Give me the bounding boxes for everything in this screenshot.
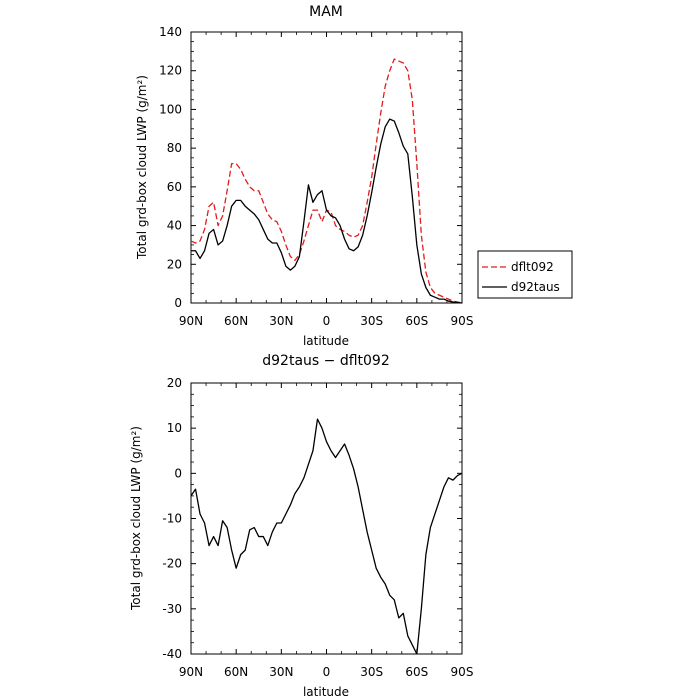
x-tick-label-top: 30N xyxy=(269,314,293,328)
x-axis-title-top: latitude xyxy=(303,334,349,348)
y-tick-label-bottom: -40 xyxy=(162,647,182,661)
x-tick-label-bottom: 90N xyxy=(179,665,203,679)
y-tick-label-top: 0 xyxy=(174,296,182,310)
x-tick-label-top: 60S xyxy=(405,314,428,328)
y-tick-label-top: 60 xyxy=(167,180,182,194)
series-group-top xyxy=(190,58,463,304)
x-tick-label-top: 90S xyxy=(451,314,474,328)
y-tick-label-bottom: -10 xyxy=(162,512,182,526)
x-tick-label-bottom: 0 xyxy=(323,665,331,679)
series-line-dflt092 xyxy=(190,58,463,304)
y-tick-label-top: 20 xyxy=(167,257,182,271)
y-tick-label-bottom: -30 xyxy=(162,602,182,616)
y-axis-title-bottom: Total grd-box cloud LWP (g/m²) xyxy=(129,426,143,611)
x-tick-label-bottom: 60N xyxy=(224,665,248,679)
x-tick-label-top: 0 xyxy=(323,314,331,328)
y-tick-label-top: 100 xyxy=(159,102,182,116)
x-tick-label-top: 90N xyxy=(179,314,203,328)
y-tick-label-top: 80 xyxy=(167,141,182,155)
x-axis-title-bottom: latitude xyxy=(303,685,349,699)
legend: dflt092 d92taus xyxy=(477,250,573,299)
y-tick-label-top: 140 xyxy=(159,25,182,39)
series-line-difference xyxy=(190,418,463,655)
y-axis-title-top: Total grd-box cloud LWP (g/m²) xyxy=(135,75,149,260)
x-tick-label-top: 30S xyxy=(360,314,383,328)
chart-panel-bottom: d92taus − dflt092 -40 -30 -20 -10 0 10 20 90N 60… xyxy=(129,353,473,699)
y-tick-label-bottom: 20 xyxy=(167,376,182,390)
y-tick-label-bottom: 10 xyxy=(167,421,182,435)
x-tick-label-top: 60N xyxy=(224,314,248,328)
legend-label-d92taus: d92taus xyxy=(511,280,560,294)
legend-box xyxy=(477,250,573,299)
y-tick-label-top: 40 xyxy=(167,219,182,233)
x-tick-label-bottom: 90S xyxy=(451,665,474,679)
series-line-d92taus xyxy=(191,118,463,304)
x-tick-label-bottom: 30N xyxy=(269,665,293,679)
y-tick-label-top: 120 xyxy=(159,64,182,78)
chart-panel-top: MAM 0 20 40 60 80 100 120 140 90N 60N 30N 0 30S 60S 90… xyxy=(135,4,473,348)
x-tick-label-bottom: 60S xyxy=(405,665,428,679)
series-group-bottom xyxy=(190,418,463,655)
chart-title-top: MAM xyxy=(309,4,343,20)
legend-label-dflt092: dflt092 xyxy=(511,260,554,274)
y-tick-label-bottom: -20 xyxy=(162,557,182,571)
y-tick-label-bottom: 0 xyxy=(174,466,182,480)
axis-ticks-bottom: -40 -30 -20 -10 0 10 20 90N 60N 30N 0 30S 60S 90S xyxy=(162,376,473,679)
x-tick-label-bottom: 30S xyxy=(360,665,383,679)
axis-ticks-top: 0 20 40 60 80 100 120 140 90N 60N 30N 0 30S 60S 90S xyxy=(159,25,473,328)
chart-title-bottom: d92taus − dflt092 xyxy=(262,353,389,369)
